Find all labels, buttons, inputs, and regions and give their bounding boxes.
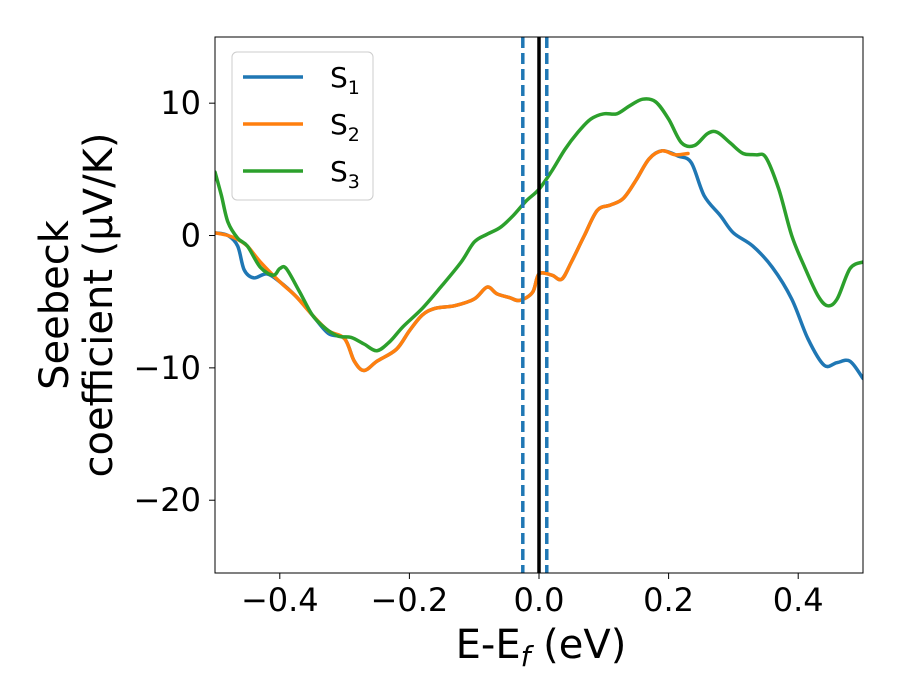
legend-label-s1: S1 [330, 61, 360, 99]
legend-box [231, 51, 374, 201]
y-tick-label: −10 [133, 349, 201, 387]
legend-label-s3: S3 [330, 155, 360, 193]
series-line-s2 [215, 149, 690, 373]
y-tick-label: −20 [133, 481, 201, 519]
x-tick-label: −0.2 [371, 581, 449, 619]
y-axis-label-line1: Seebeck [32, 219, 78, 390]
x-tick-label: 0.4 [773, 581, 824, 619]
x-axis-label: E-Ef (eV) [456, 622, 627, 673]
x-tick-label: −0.4 [241, 581, 319, 619]
y-tick-label: 10 [160, 84, 201, 122]
axis-ticks: −0.4 −0.2 0.0 0.2 0.4 −20 −10 0 10 [133, 84, 823, 619]
plot-lines [215, 37, 863, 573]
y-axis-label-line2: coefficient (μV/K) [76, 133, 122, 478]
x-tick-label: 0.2 [643, 581, 694, 619]
y-tick-label: 0 [181, 217, 201, 255]
x-tick-label: 0.0 [514, 581, 565, 619]
legend-label-s2: S2 [330, 108, 360, 146]
legend: S1 S2 S3 [231, 51, 374, 201]
y-axis-label: Seebeck coefficient (μV/K) [32, 133, 122, 478]
